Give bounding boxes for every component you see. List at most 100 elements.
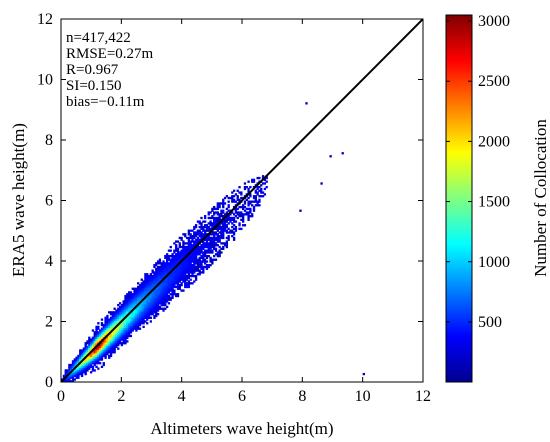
density-cell <box>173 258 176 261</box>
density-cell <box>118 329 122 332</box>
density-cell <box>109 338 113 341</box>
density-cell <box>258 204 261 207</box>
density-cell <box>202 269 205 272</box>
density-cell <box>187 245 191 249</box>
density-cell <box>214 222 218 225</box>
density-cell <box>147 298 151 301</box>
density-cell <box>142 318 145 321</box>
density-cell <box>133 327 136 330</box>
density-cell <box>167 294 171 298</box>
density-cell <box>202 265 205 269</box>
density-cell <box>167 278 171 281</box>
density-cell <box>117 329 120 332</box>
density-cell <box>252 180 256 183</box>
density-cell <box>99 334 102 338</box>
density-cell <box>82 352 86 356</box>
density-cell <box>193 253 196 256</box>
density-cell <box>135 325 138 329</box>
density-cell <box>227 196 230 200</box>
density-cell <box>97 367 100 370</box>
density-cell <box>135 294 138 298</box>
density-cell <box>198 251 201 254</box>
density-cell <box>182 264 185 267</box>
density-cell <box>75 356 78 359</box>
density-cell <box>196 273 200 276</box>
density-cell <box>144 311 147 314</box>
density-cell <box>251 213 254 216</box>
density-cell <box>202 260 205 263</box>
density-cell <box>187 229 191 232</box>
density-cell <box>238 211 241 214</box>
density-cell <box>133 303 136 307</box>
density-cell <box>205 244 209 247</box>
density-cell <box>198 222 201 225</box>
density-cell <box>147 307 151 310</box>
density-cell <box>249 215 252 218</box>
density-cell <box>247 196 250 200</box>
density-cell <box>205 236 209 240</box>
density-cell <box>100 332 104 336</box>
density-cell <box>178 274 181 278</box>
density-cell <box>202 254 205 258</box>
density-cell <box>252 207 256 211</box>
density-cell <box>109 318 113 321</box>
density-cell <box>144 305 147 309</box>
colorbar-tick-label: 1500 <box>478 194 510 211</box>
density-cell <box>147 311 151 314</box>
density-cell <box>198 220 201 223</box>
density-cell <box>151 294 154 298</box>
density-cell <box>180 238 183 241</box>
density-cell <box>104 322 107 325</box>
density-cell <box>79 365 82 368</box>
density-cell <box>153 294 156 298</box>
density-cell <box>223 202 227 205</box>
density-cell <box>153 265 156 269</box>
density-cell <box>115 322 118 325</box>
density-cell <box>106 347 109 350</box>
density-cell <box>100 345 104 349</box>
density-cell <box>220 213 223 216</box>
colorbar <box>445 14 473 383</box>
density-cell <box>198 256 201 260</box>
density-cell <box>113 347 116 350</box>
density-cell <box>133 314 136 318</box>
density-cell <box>108 345 111 349</box>
density-cell <box>149 320 152 323</box>
density-cell <box>175 240 178 243</box>
density-cell <box>162 302 165 305</box>
density-cell <box>153 307 156 310</box>
density-cell <box>214 253 218 256</box>
density-cell <box>218 251 221 254</box>
density-cell <box>84 342 87 345</box>
density-cell <box>118 331 122 334</box>
density-cell <box>102 351 105 354</box>
density-cell <box>211 238 214 241</box>
density-cell <box>133 287 136 290</box>
density-cell <box>182 245 185 249</box>
density-cell <box>146 285 149 289</box>
density-cell <box>247 187 250 191</box>
density-cell <box>140 303 143 307</box>
density-cell <box>77 367 80 370</box>
density-cell <box>185 249 189 252</box>
density-cell <box>108 356 111 359</box>
density-cell <box>240 211 243 214</box>
density-cell <box>184 258 187 261</box>
density-cell <box>220 229 223 232</box>
density-cell <box>86 358 89 361</box>
density-cell <box>117 334 120 338</box>
density-cell <box>198 247 201 251</box>
y-tick-label: 8 <box>45 132 53 149</box>
density-cell <box>153 273 156 276</box>
density-cell <box>88 365 91 368</box>
density-cell <box>175 253 178 256</box>
density-cell <box>88 338 91 341</box>
density-cell <box>218 224 221 227</box>
density-cell <box>194 260 198 263</box>
density-cell <box>102 363 105 367</box>
density-cell <box>202 247 205 251</box>
density-cell <box>97 351 100 354</box>
density-cell <box>178 273 181 276</box>
density-cell <box>147 285 151 289</box>
density-cell <box>247 216 250 220</box>
